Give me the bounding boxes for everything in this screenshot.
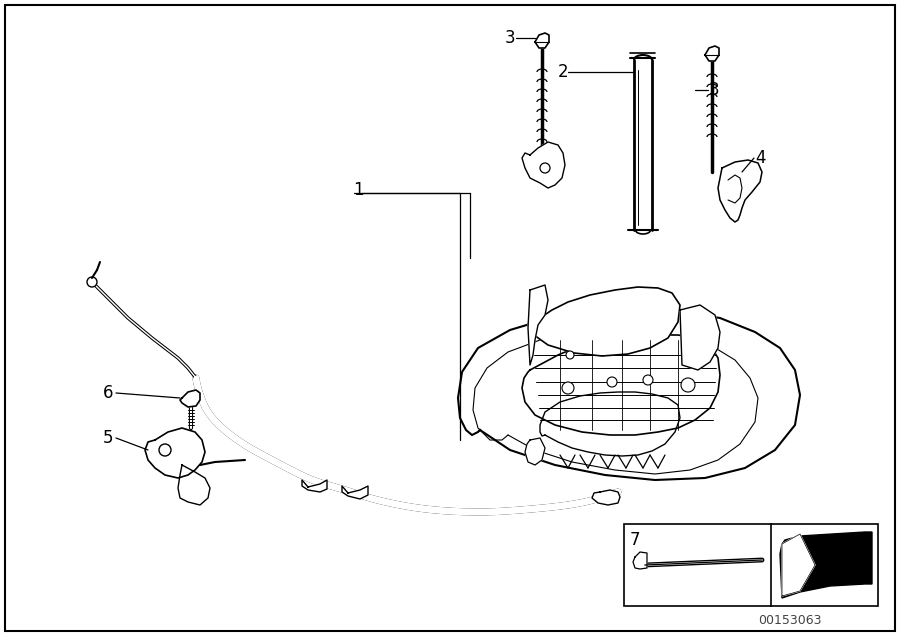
Polygon shape <box>592 490 620 505</box>
Polygon shape <box>780 532 872 598</box>
Text: 7: 7 <box>630 531 640 549</box>
Polygon shape <box>522 142 565 188</box>
Text: 6: 6 <box>103 384 113 402</box>
Circle shape <box>566 351 574 359</box>
Text: 2: 2 <box>558 63 568 81</box>
Text: 3: 3 <box>708 81 719 99</box>
Circle shape <box>159 444 171 456</box>
Circle shape <box>643 375 653 385</box>
Text: 1: 1 <box>353 181 364 199</box>
Bar <box>624 524 878 606</box>
Polygon shape <box>522 335 720 435</box>
Polygon shape <box>680 305 720 370</box>
Circle shape <box>562 382 574 394</box>
Text: 5: 5 <box>103 429 113 447</box>
Text: 00153063: 00153063 <box>758 614 822 626</box>
Circle shape <box>540 163 550 173</box>
Polygon shape <box>528 285 548 365</box>
Polygon shape <box>302 480 327 492</box>
Circle shape <box>87 277 97 287</box>
Polygon shape <box>342 486 368 499</box>
Polygon shape <box>178 465 210 505</box>
Polygon shape <box>718 160 762 222</box>
Polygon shape <box>525 438 545 465</box>
Polygon shape <box>145 428 205 478</box>
Polygon shape <box>528 287 680 356</box>
Text: 3: 3 <box>505 29 516 47</box>
Text: 4: 4 <box>755 149 765 167</box>
Circle shape <box>607 377 617 387</box>
Polygon shape <box>633 552 647 569</box>
Circle shape <box>681 378 695 392</box>
Polygon shape <box>782 534 815 596</box>
Polygon shape <box>180 390 200 407</box>
Polygon shape <box>458 310 800 480</box>
Polygon shape <box>535 33 549 48</box>
Polygon shape <box>705 46 719 61</box>
